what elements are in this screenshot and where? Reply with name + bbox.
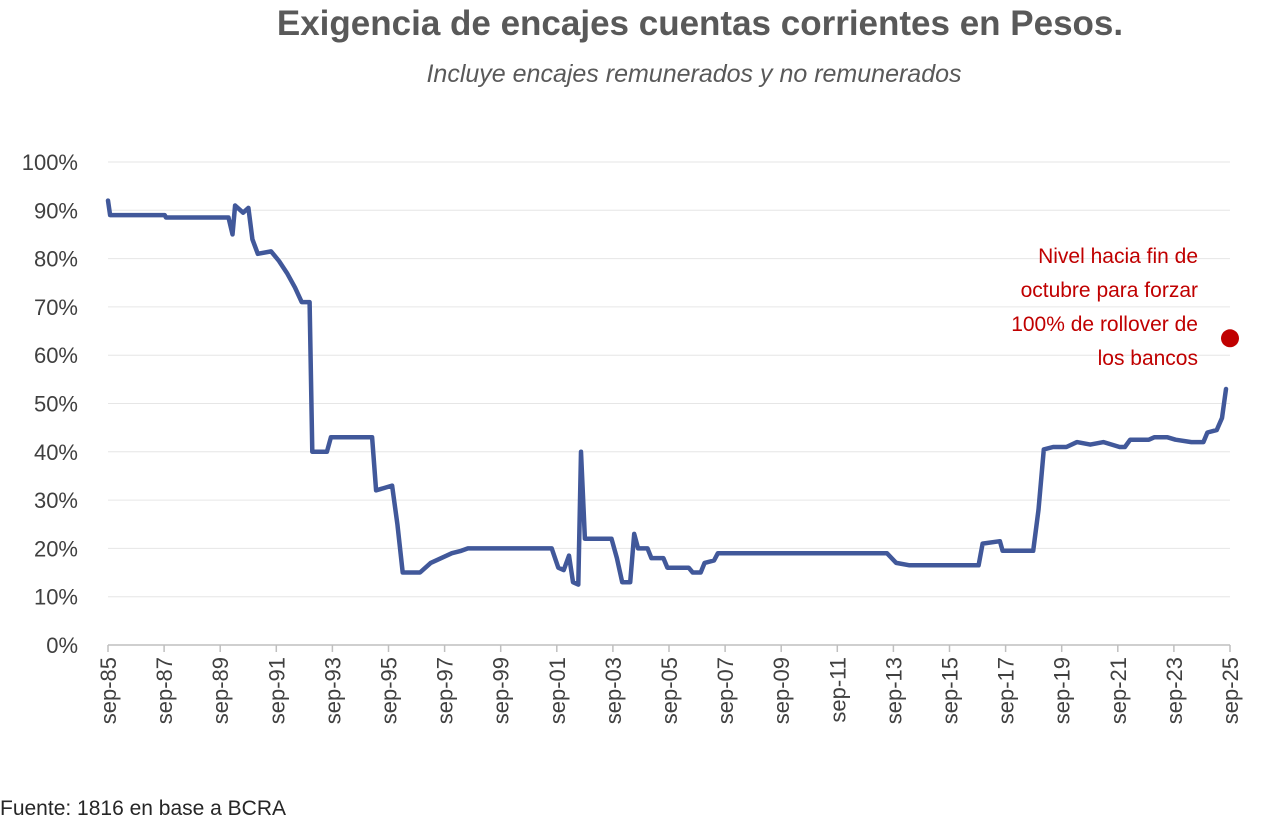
target-point-marker (1221, 329, 1239, 348)
y-tick-label: 100% (22, 150, 78, 175)
x-tick-label: sep-25 (1218, 657, 1243, 724)
x-tick-label: sep-05 (657, 657, 682, 724)
annotation-line: Nivel hacia fin de (1038, 245, 1198, 268)
series-layer (105, 198, 1239, 587)
annotation-line: octubre para forzar (1021, 279, 1198, 302)
x-tick-label: sep-91 (264, 657, 289, 724)
annotation-line: los bancos (1098, 347, 1198, 370)
y-tick-label: 80% (34, 247, 78, 272)
x-tick-label: sep-15 (938, 657, 963, 724)
x-axis: sep-85 sep-87 sep-89 sep-91 sep-93 sep-95 sep-… (96, 644, 1243, 724)
annotation-line: 100% de rollover de (1011, 313, 1198, 336)
x-tick-label: sep-11 (825, 657, 850, 723)
y-tick-label: 90% (34, 198, 78, 223)
y-tick-label: 30% (34, 488, 78, 513)
chart-title: Exigencia de encajes cuentas corrientes … (276, 4, 1124, 43)
y-tick-label: 70% (34, 295, 78, 320)
x-tick-label: sep-93 (320, 657, 345, 724)
y-axis: 0% 10% 20% 30% 40% 50% 60% 70% 80% 90% 100% (22, 150, 78, 658)
x-tick-label: sep-09 (769, 657, 794, 724)
chart-subtitle: Incluye encajes remunerados y no remuner… (426, 60, 962, 88)
x-tick-label: sep-19 (1050, 657, 1075, 724)
x-tick-label: sep-95 (377, 657, 402, 724)
x-tick-label: sep-97 (433, 657, 458, 724)
x-tick-label: sep-07 (713, 657, 738, 724)
y-tick-label: 40% (34, 440, 78, 465)
gridlines (108, 161, 1230, 598)
x-tick-label: sep-13 (881, 657, 906, 724)
annotation: Nivel hacia fin de octubre para forzar 100… (1011, 245, 1198, 370)
x-tick-label: sep-03 (601, 657, 626, 724)
x-tick-label: sep-99 (489, 657, 514, 724)
source-note: Fuente: 1816 en base a BCRA (0, 797, 287, 820)
y-tick-label: 10% (34, 585, 78, 610)
x-tick-label: sep-89 (208, 657, 233, 724)
x-tick-label: sep-01 (545, 657, 570, 724)
series-line (105, 198, 1229, 587)
x-tick-label: sep-21 (1106, 657, 1131, 724)
y-tick-label: 60% (34, 343, 78, 368)
x-tick-label: sep-85 (96, 657, 121, 724)
y-tick-label: 0% (46, 633, 78, 658)
y-tick-label: 50% (34, 392, 78, 417)
x-tick-label: sep-17 (994, 657, 1019, 724)
x-tick-label: sep-23 (1162, 657, 1187, 724)
line-chart: 0% 10% 20% 30% 40% 50% 60% 70% 80% 90% 100% sep-85… (22, 150, 1243, 724)
x-tick-label: sep-87 (152, 657, 177, 724)
y-tick-label: 20% (34, 536, 78, 561)
